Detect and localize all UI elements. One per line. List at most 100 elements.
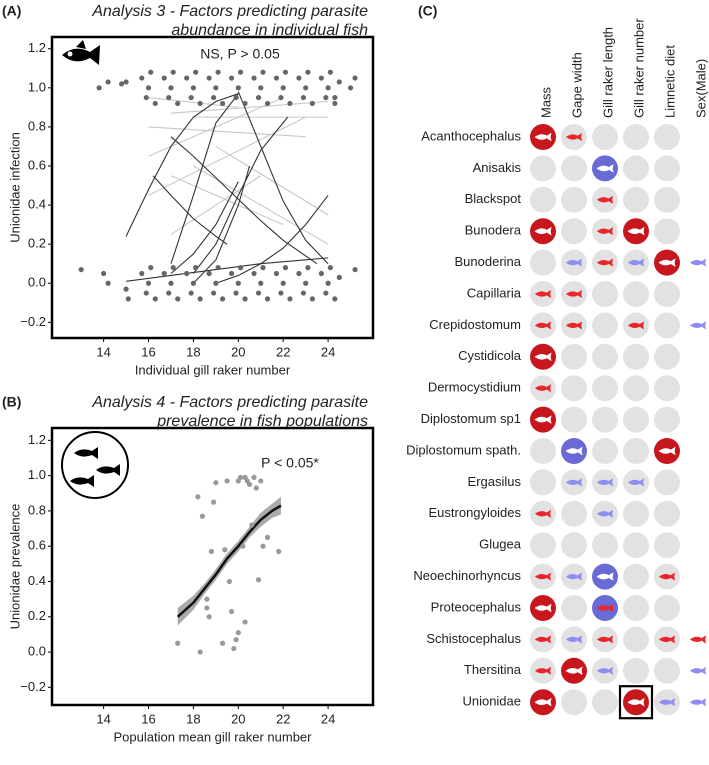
fish-glyph bbox=[534, 603, 552, 613]
data-point bbox=[170, 265, 176, 271]
data-point bbox=[215, 69, 221, 75]
fish-glyph bbox=[596, 258, 614, 267]
data-point bbox=[325, 85, 331, 91]
fish-glyph bbox=[534, 352, 552, 362]
cell bbox=[654, 155, 680, 182]
data-point bbox=[352, 75, 358, 81]
fish-glyph bbox=[658, 698, 676, 707]
data-point bbox=[258, 85, 264, 91]
data-point bbox=[226, 578, 232, 585]
cell bbox=[530, 186, 556, 213]
cell bbox=[654, 657, 680, 684]
annotation: NS, P > 0.05 bbox=[200, 46, 280, 62]
data-point bbox=[278, 94, 284, 101]
x-tick-label: 16 bbox=[141, 344, 155, 359]
row-label: Blackspot bbox=[465, 191, 522, 206]
data-point bbox=[318, 270, 324, 277]
y-tick-label: 0.8 bbox=[28, 118, 46, 133]
y-tick-label: 1.0 bbox=[28, 79, 46, 94]
x-tick-label: 16 bbox=[141, 711, 155, 726]
fish-glyph bbox=[534, 384, 552, 393]
data-point bbox=[300, 290, 307, 296]
y-tick-label: 1.0 bbox=[28, 467, 46, 482]
y-tick-label: −0.2 bbox=[20, 314, 46, 329]
cell bbox=[530, 532, 556, 559]
row-label: Diplostomum sp1 bbox=[421, 411, 521, 426]
fit-line bbox=[125, 93, 239, 237]
fit-line bbox=[152, 175, 228, 245]
cell bbox=[654, 312, 680, 339]
fish-glyph bbox=[565, 446, 583, 456]
data-point bbox=[222, 547, 228, 553]
y-tick-label: 0.2 bbox=[28, 236, 46, 251]
fish-glyph bbox=[596, 572, 614, 581]
fish-glyph bbox=[565, 666, 583, 676]
fish-glyph bbox=[689, 666, 707, 675]
data-point bbox=[235, 85, 241, 91]
fish-glyph bbox=[565, 289, 583, 299]
cell bbox=[592, 689, 618, 716]
data-point bbox=[237, 474, 244, 481]
column-header: Limnetic diet bbox=[662, 45, 677, 118]
fish-glyph bbox=[596, 478, 614, 487]
cell bbox=[530, 249, 556, 276]
fit-line bbox=[170, 181, 239, 274]
cell bbox=[592, 532, 618, 559]
x-tick-label: 20 bbox=[231, 711, 245, 726]
fish-glyph bbox=[565, 572, 583, 581]
cell bbox=[561, 375, 587, 402]
row-label: Capillaria bbox=[467, 285, 522, 300]
data-point bbox=[152, 100, 158, 107]
fit-line bbox=[193, 165, 251, 284]
data-point bbox=[264, 534, 271, 540]
data-point bbox=[161, 75, 167, 81]
data-point bbox=[143, 290, 149, 296]
data-point bbox=[175, 296, 181, 302]
data-point bbox=[303, 280, 309, 286]
data-point bbox=[251, 474, 257, 481]
cell bbox=[623, 343, 649, 370]
data-point bbox=[296, 270, 302, 277]
fish-glyph bbox=[534, 509, 552, 518]
data-point bbox=[255, 94, 262, 101]
data-point bbox=[264, 296, 271, 302]
data-point bbox=[175, 100, 181, 107]
cell bbox=[592, 124, 618, 150]
data-point bbox=[240, 543, 246, 549]
fish-glyph bbox=[627, 478, 645, 487]
cell bbox=[654, 281, 680, 307]
data-point bbox=[309, 100, 315, 107]
cell bbox=[561, 218, 587, 245]
row-label: Thersitina bbox=[464, 662, 522, 677]
fish-glyph bbox=[627, 258, 645, 267]
fit-line bbox=[176, 504, 282, 618]
cell bbox=[623, 563, 649, 590]
fit-line bbox=[215, 145, 329, 216]
data-point bbox=[287, 100, 293, 107]
x-tick-label: 24 bbox=[321, 711, 335, 726]
fit-line bbox=[193, 165, 329, 245]
annotation: P < 0.05* bbox=[261, 455, 319, 471]
data-point bbox=[139, 270, 145, 277]
y-tick-label: 0.8 bbox=[28, 502, 46, 517]
column-header: Sex(Male) bbox=[693, 59, 708, 118]
data-point bbox=[282, 69, 289, 75]
cell bbox=[623, 281, 649, 307]
fit-line bbox=[170, 100, 329, 114]
fish-glyph bbox=[658, 635, 676, 644]
data-point bbox=[237, 69, 244, 75]
data-point bbox=[145, 85, 152, 91]
chart-title: Analysis 4 - Factors predicting parasite bbox=[91, 394, 368, 411]
data-point bbox=[323, 290, 329, 296]
fish-icon bbox=[62, 40, 100, 65]
cell bbox=[654, 469, 680, 496]
cell bbox=[623, 155, 649, 182]
data-point bbox=[255, 577, 262, 583]
cell bbox=[654, 406, 680, 433]
plot-frame bbox=[50, 35, 375, 340]
data-point bbox=[213, 480, 219, 486]
fit-line bbox=[192, 116, 289, 274]
data-point bbox=[264, 100, 271, 107]
cell bbox=[561, 500, 587, 527]
